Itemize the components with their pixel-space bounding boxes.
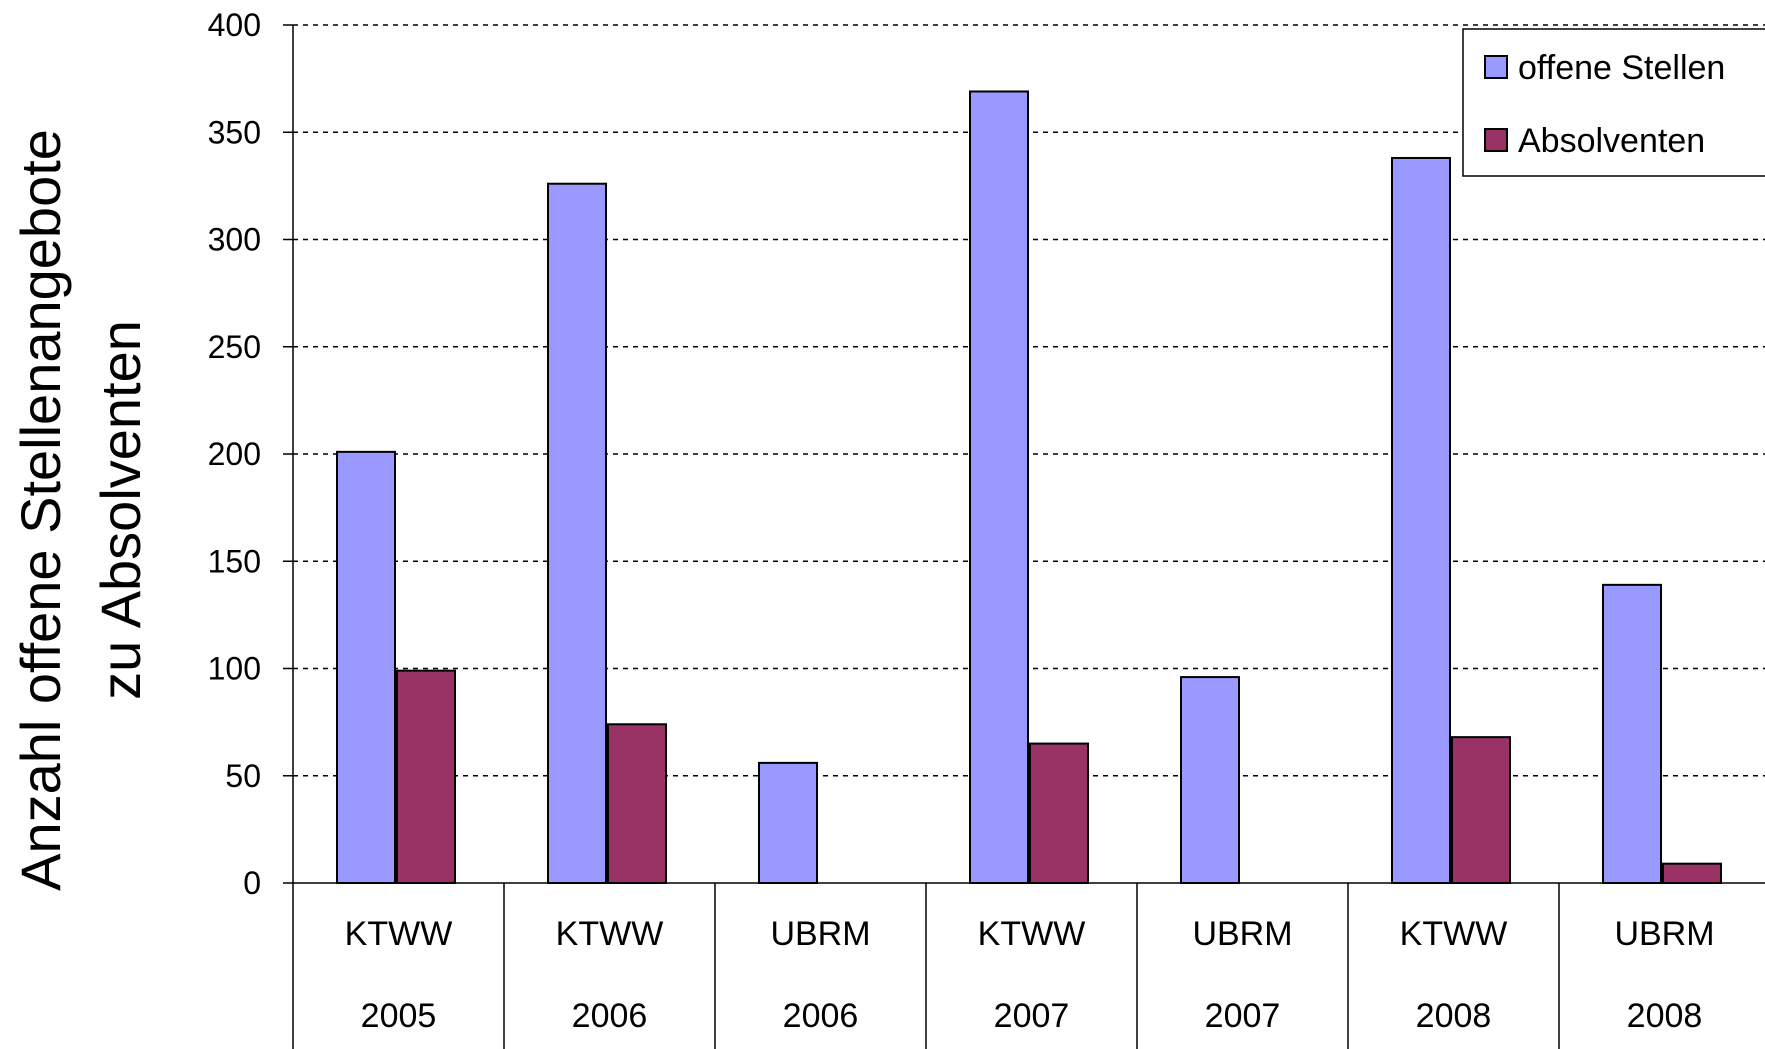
- x-tick-label-year: 2005: [361, 997, 437, 1035]
- x-tick-label-program: UBRM: [770, 915, 870, 953]
- legend-label: offene Stellen: [1518, 49, 1725, 87]
- bar-offene-stellen: [336, 450, 396, 884]
- legend-label: Absolventen: [1518, 122, 1705, 160]
- legend: offene Stellen Absolventen: [1462, 28, 1765, 177]
- bar-absolventen: [1029, 742, 1089, 885]
- bar-absolventen: [1662, 862, 1722, 885]
- y-tick-label: 200: [208, 436, 261, 472]
- y-tick-label: 250: [208, 329, 261, 365]
- bar-offene-stellen: [1180, 676, 1240, 885]
- bar-offene-stellen: [1602, 583, 1662, 884]
- y-axis-title: Anzahl offene Stellenangebote zu Absolve…: [9, 129, 152, 891]
- x-tick-label-year: 2008: [1627, 997, 1703, 1035]
- bar-absolventen: [396, 669, 456, 885]
- x-tick-label-program: UBRM: [1192, 915, 1292, 953]
- y-tick-label: 350: [208, 114, 261, 150]
- y-tick-label: 100: [208, 651, 261, 687]
- x-tick-label-program: KTWW: [345, 915, 453, 953]
- legend-box: [1462, 28, 1765, 177]
- axes: 0 50 100 150 200 250 300 350 400 KTWW 2005 KTWW 2006…: [208, 7, 1765, 1049]
- y-axis-title-line-1: Anzahl offene Stellenangebote: [9, 129, 72, 891]
- y-tick-label: 150: [208, 543, 261, 579]
- bars: [336, 90, 1722, 885]
- x-tick-label-year: 2007: [994, 997, 1070, 1035]
- x-tick-label-program: KTWW: [978, 915, 1086, 953]
- x-tick-label-program: KTWW: [1400, 915, 1508, 953]
- y-tick-label: 50: [225, 758, 261, 794]
- bar-offene-stellen: [969, 90, 1029, 885]
- y-tick-label: 400: [208, 7, 261, 43]
- x-tick-label-program: KTWW: [556, 915, 664, 953]
- bar-absolventen: [607, 723, 667, 885]
- y-tick-label: 0: [243, 865, 261, 901]
- x-tick-label-program: UBRM: [1614, 915, 1714, 953]
- bar-offene-stellen: [547, 182, 607, 885]
- bar-offene-stellen: [1391, 156, 1451, 885]
- x-tick-label-year: 2008: [1416, 997, 1492, 1035]
- x-tick-label-year: 2007: [1205, 997, 1281, 1035]
- legend-swatch: [1484, 55, 1508, 79]
- x-tick-label-year: 2006: [783, 997, 859, 1035]
- y-tick-label: 300: [208, 222, 261, 258]
- bar-offene-stellen: [758, 761, 818, 885]
- y-axis-title-line-2: zu Absolventen: [89, 320, 152, 700]
- x-tick-label-year: 2006: [572, 997, 648, 1035]
- legend-swatch: [1484, 128, 1508, 152]
- bar-absolventen: [1451, 736, 1511, 885]
